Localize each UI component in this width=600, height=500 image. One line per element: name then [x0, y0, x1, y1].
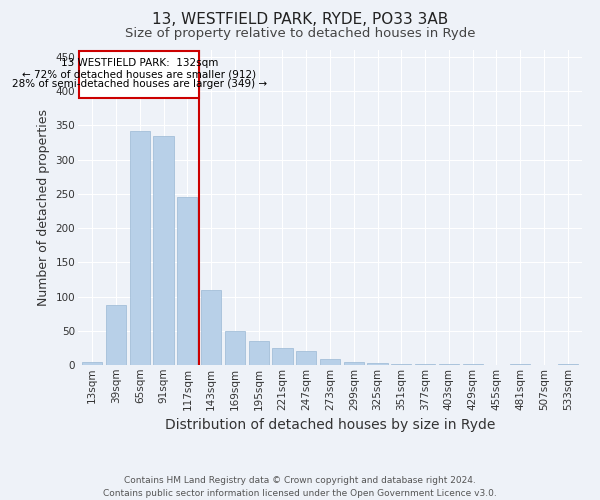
Bar [320, 359, 340, 365]
Bar [367, 363, 388, 365]
Bar [344, 362, 364, 365]
Text: 13 WESTFIELD PARK:  132sqm: 13 WESTFIELD PARK: 132sqm [61, 58, 218, 68]
Bar [177, 197, 197, 365]
Text: Size of property relative to detached houses in Ryde: Size of property relative to detached ho… [125, 28, 475, 40]
Text: ← 72% of detached houses are smaller (912): ← 72% of detached houses are smaller (91… [22, 69, 256, 79]
X-axis label: Distribution of detached houses by size in Ryde: Distribution of detached houses by size … [165, 418, 495, 432]
Bar [272, 348, 293, 365]
Bar [463, 364, 483, 365]
Text: Contains HM Land Registry data © Crown copyright and database right 2024.
Contai: Contains HM Land Registry data © Crown c… [103, 476, 497, 498]
Bar [415, 364, 435, 365]
Bar [106, 304, 126, 365]
Bar [130, 131, 150, 365]
Y-axis label: Number of detached properties: Number of detached properties [37, 109, 50, 306]
Bar [154, 136, 173, 365]
Bar [557, 364, 578, 365]
FancyBboxPatch shape [79, 52, 199, 98]
Bar [201, 290, 221, 365]
Text: 28% of semi-detached houses are larger (349) →: 28% of semi-detached houses are larger (… [11, 80, 267, 90]
Bar [439, 364, 459, 365]
Bar [225, 331, 245, 365]
Bar [82, 362, 103, 365]
Bar [510, 364, 530, 365]
Bar [296, 352, 316, 365]
Bar [248, 341, 269, 365]
Bar [391, 364, 412, 365]
Text: 13, WESTFIELD PARK, RYDE, PO33 3AB: 13, WESTFIELD PARK, RYDE, PO33 3AB [152, 12, 448, 28]
